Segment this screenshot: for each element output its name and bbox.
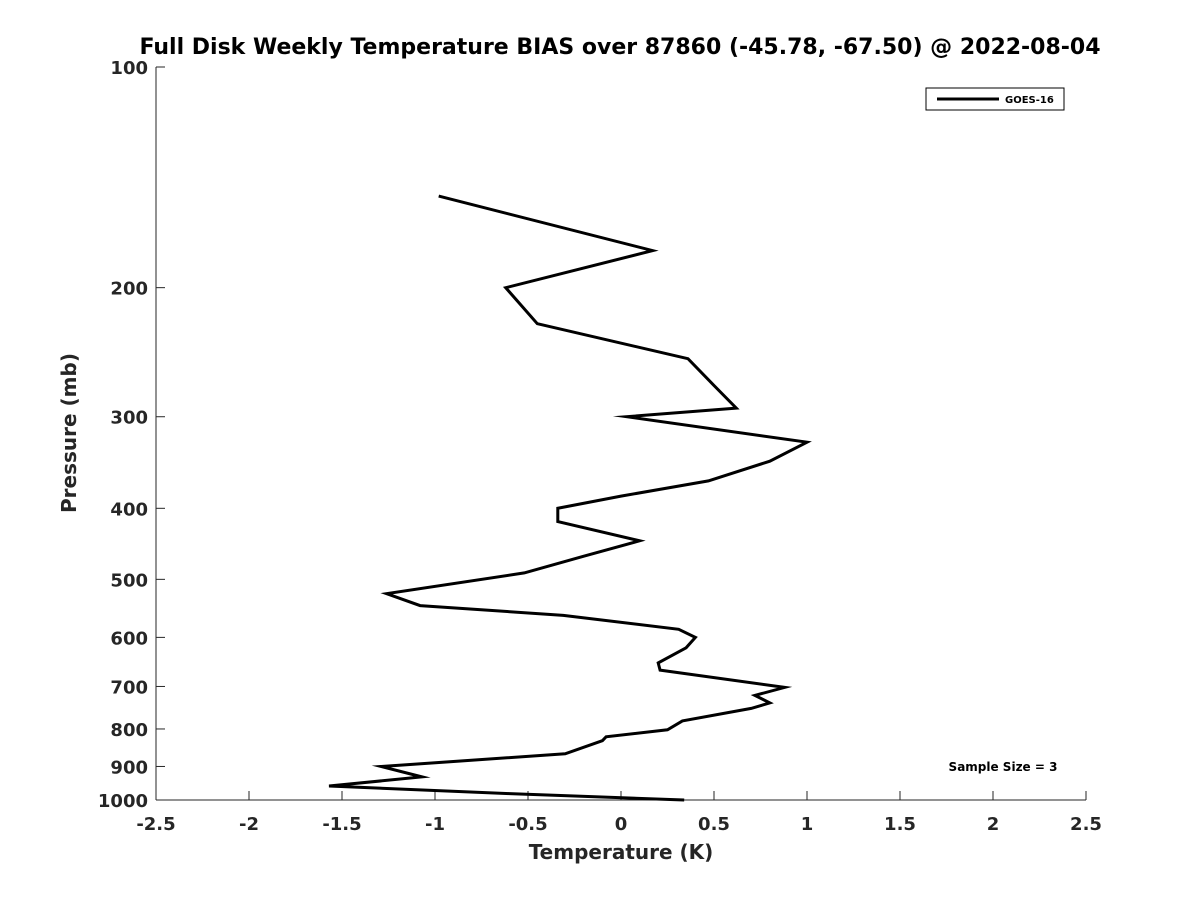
y-tick-label: 300 [110, 408, 148, 429]
x-tick-label: 0.5 [698, 814, 730, 835]
ticks: -2.5 -2 -1.5 -1 -0.5 0 0.5 1 1.5 2 2.5 100 200 300 400… [98, 58, 1102, 835]
legend: GOES-16 [925, 87, 1065, 111]
x-axis-label: Temperature (K) [529, 840, 714, 864]
y-tick-label: 900 [110, 757, 148, 778]
x-tick-label: -1 [425, 814, 445, 835]
y-tick-label: 600 [110, 628, 148, 649]
legend-label: GOES-16 [1005, 95, 1054, 106]
chart-title: Full Disk Weekly Temperature BIAS over 8… [139, 35, 1100, 60]
x-tick-label: -2 [239, 814, 259, 835]
y-tick-label: 400 [110, 499, 148, 520]
sample-size-annotation: Sample Size = 3 [949, 760, 1058, 774]
x-tick-label: 0 [615, 814, 628, 835]
y-tick-label: 500 [110, 570, 148, 591]
x-tick-label: 1 [801, 814, 814, 835]
x-tick-label: 2.5 [1070, 814, 1102, 835]
series-layer [328, 194, 812, 802]
y-axis-label: Pressure (mb) [57, 353, 81, 513]
y-tick-label: 100 [110, 58, 148, 79]
x-tick-label: 1.5 [884, 814, 916, 835]
plot-area [156, 67, 1086, 800]
x-tick-label: -0.5 [508, 814, 547, 835]
series-line-goes-16 [328, 194, 812, 802]
y-tick-label: 1000 [98, 791, 148, 812]
y-tick-label: 800 [110, 720, 148, 741]
x-tick-label: -2.5 [136, 814, 175, 835]
x-tick-label: 2 [987, 814, 1000, 835]
x-tick-label: -1.5 [322, 814, 361, 835]
y-tick-label: 200 [110, 279, 148, 300]
y-tick-label: 700 [110, 677, 148, 698]
